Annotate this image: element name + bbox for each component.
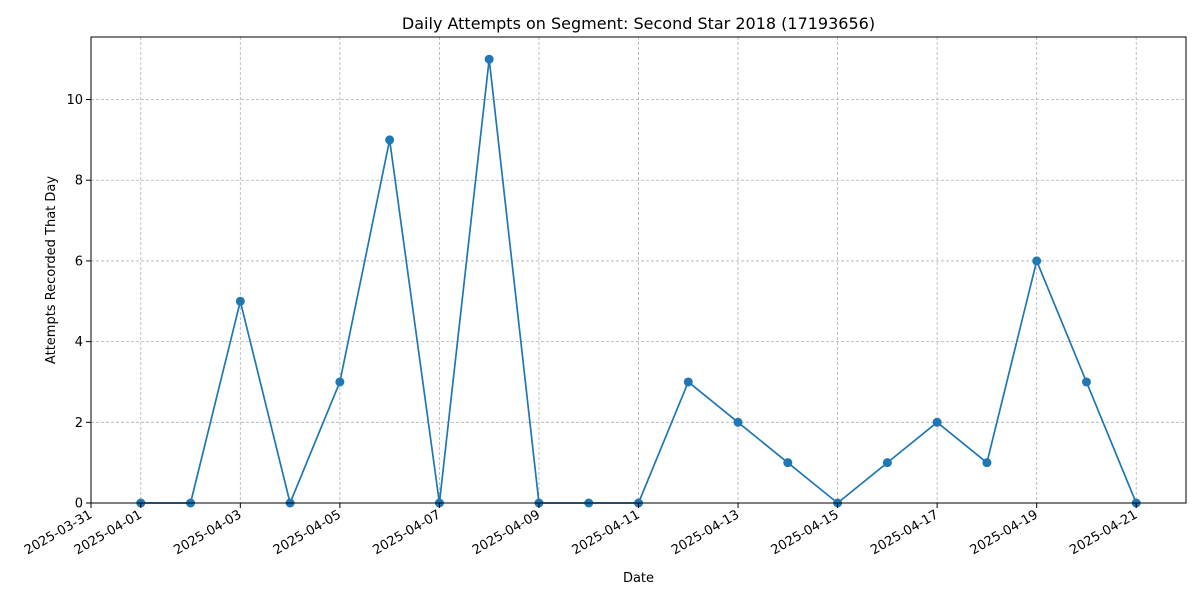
data-point (882, 458, 892, 468)
x-axis-label: Date (623, 571, 654, 586)
y-axis-label: Attempts Recorded That Day (44, 176, 59, 364)
data-point (484, 54, 494, 64)
data-point (335, 377, 345, 387)
data-point (783, 458, 793, 468)
data-point (1081, 377, 1091, 387)
grid-lines (90, 37, 1186, 504)
data-point (733, 417, 743, 427)
data-point (235, 296, 245, 306)
y-tick-label: 0 (75, 497, 83, 512)
data-point (982, 458, 992, 468)
y-tick-label: 6 (75, 254, 83, 269)
y-tick-label: 8 (75, 174, 83, 189)
y-tick-label: 2 (75, 416, 83, 431)
data-point (683, 377, 693, 387)
chart-title: Daily Attempts on Segment: Second Star 2… (402, 14, 875, 33)
data-point (932, 417, 942, 427)
y-tick-label: 4 (75, 335, 83, 350)
data-point (385, 135, 395, 145)
y-tick-label: 10 (66, 93, 83, 108)
data-point (1032, 256, 1042, 266)
